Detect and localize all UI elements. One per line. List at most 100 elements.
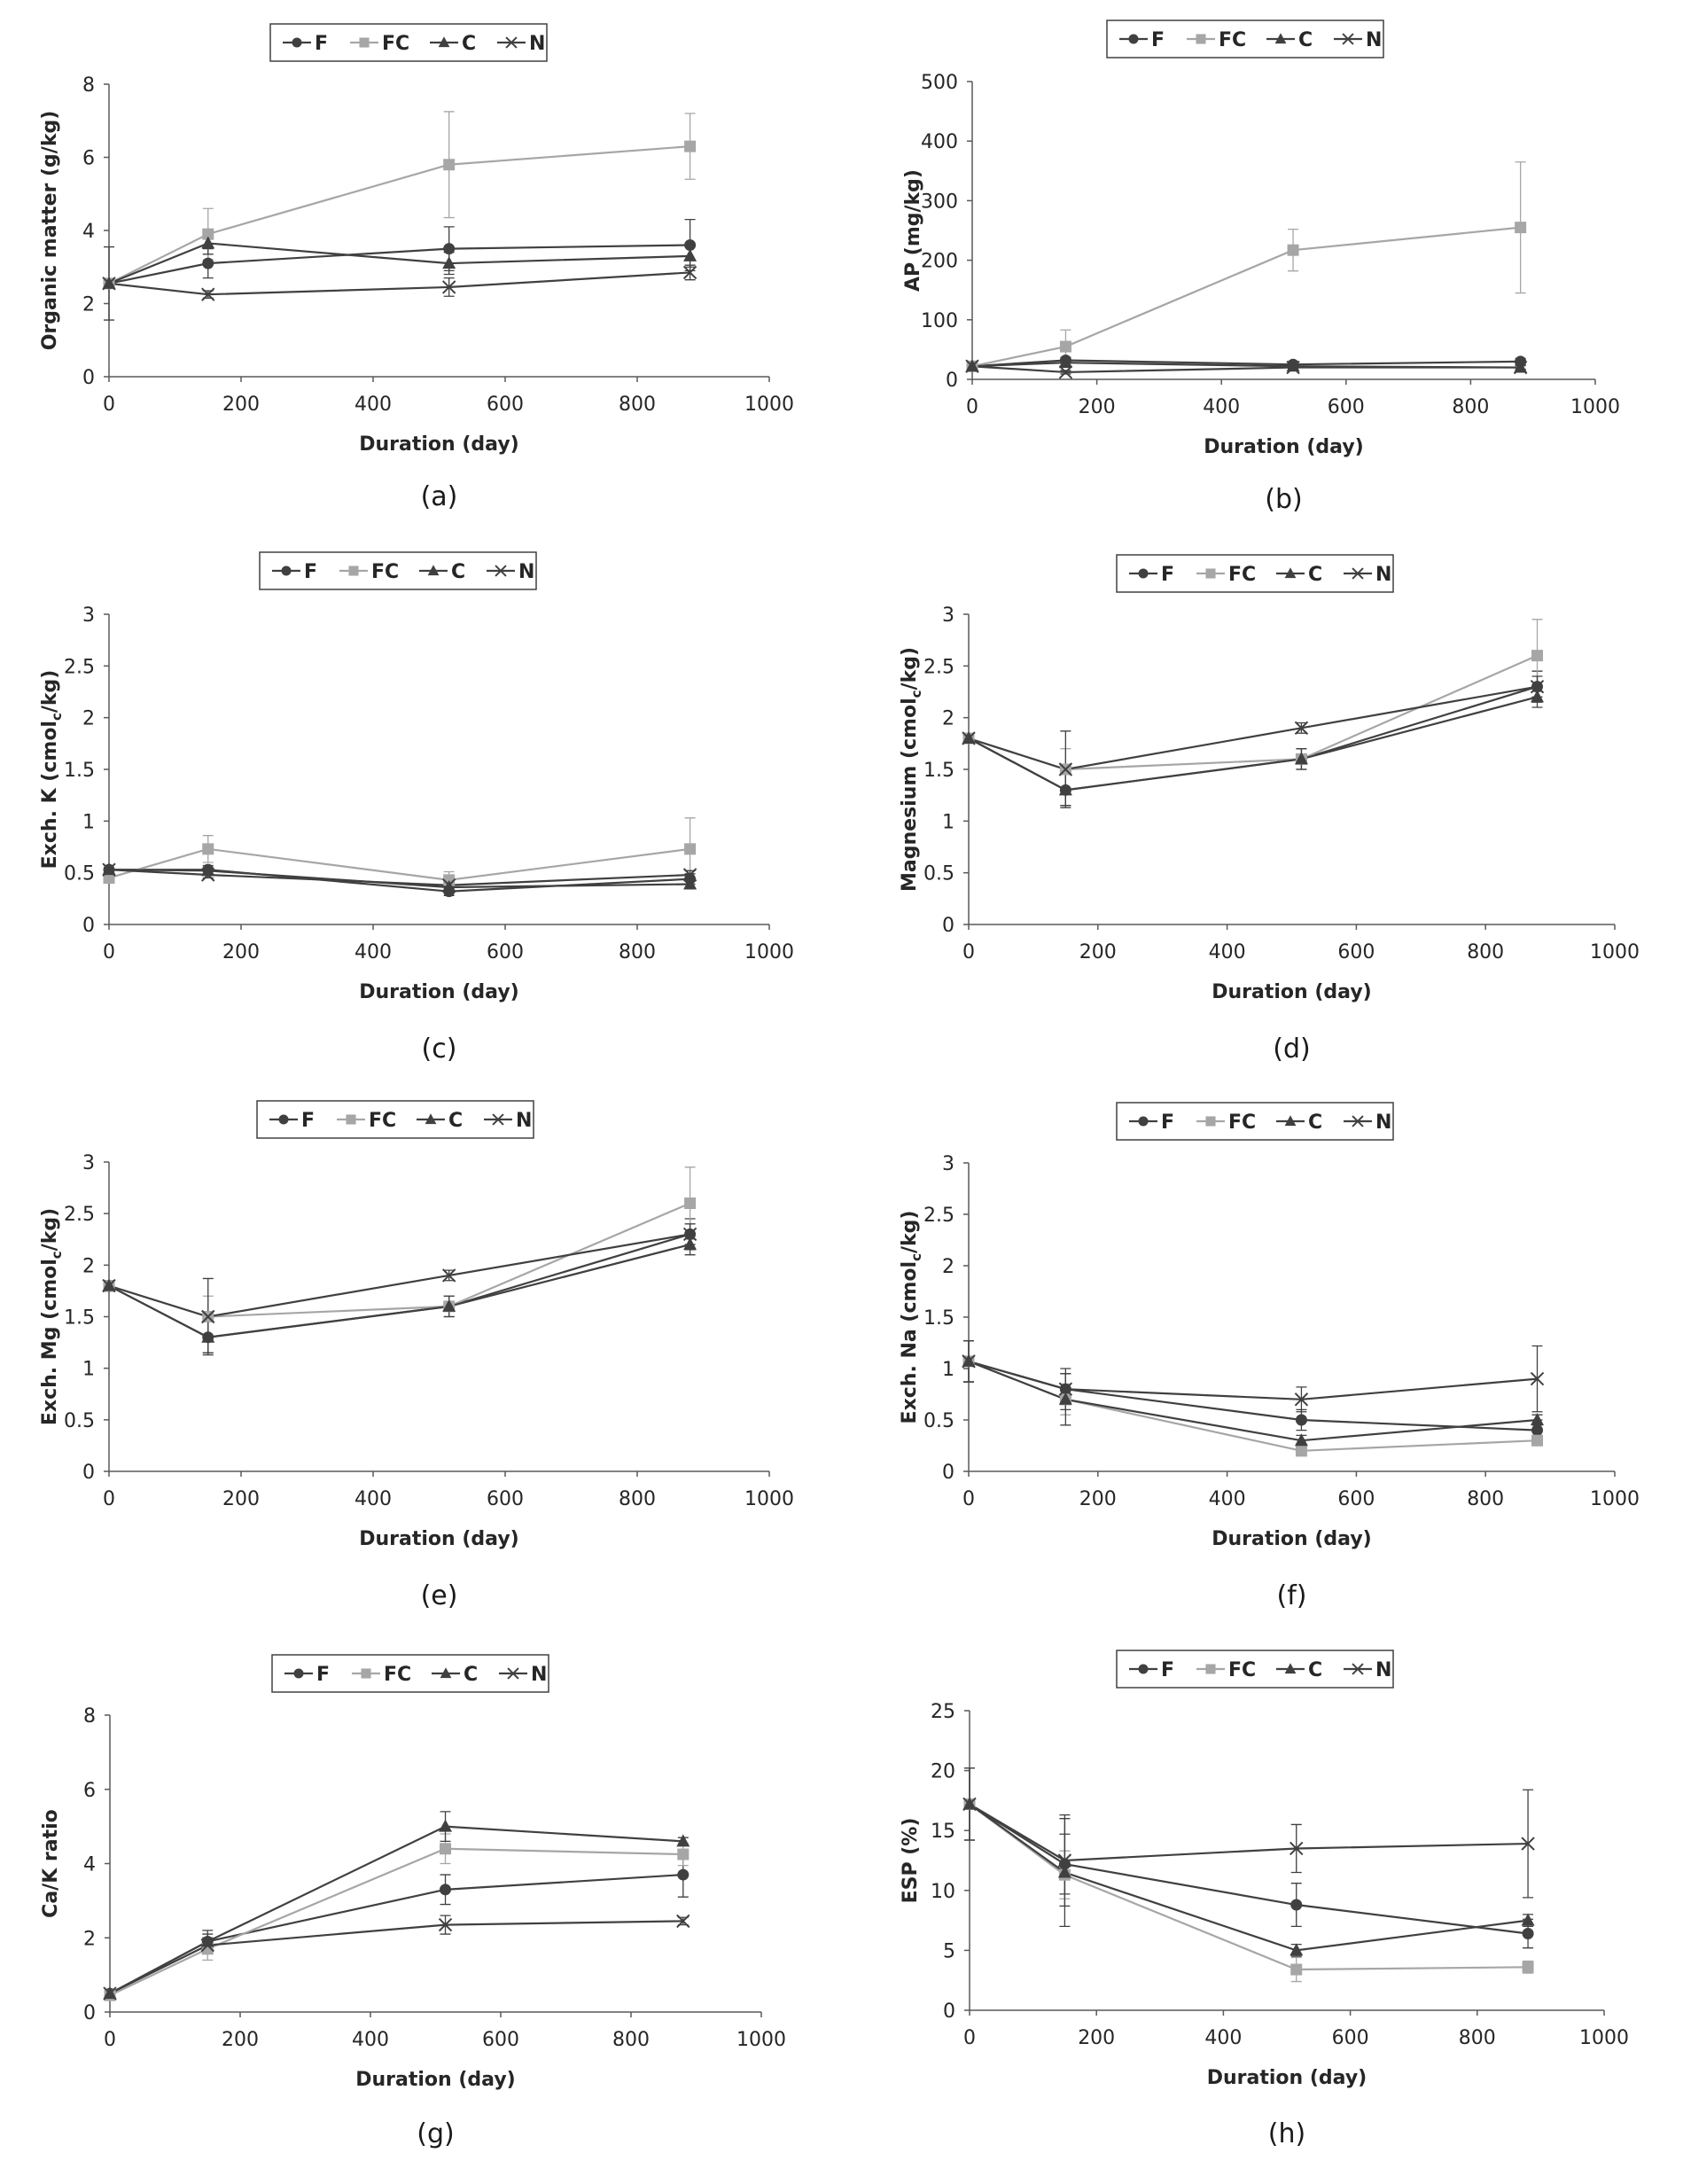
data-point-fc [440, 1843, 452, 1855]
y-tick-label: 3 [942, 1153, 954, 1175]
legend-marker-c [425, 1113, 437, 1125]
legend-marker-n [1352, 567, 1364, 580]
data-point-n [201, 868, 215, 882]
data-point-fc [202, 843, 214, 855]
data-point-n [1286, 360, 1300, 375]
legend-label: F [1151, 29, 1165, 51]
data-point-c [1531, 690, 1545, 703]
x-tick-label: 400 [352, 2029, 389, 2051]
data-point-fc [103, 872, 115, 884]
series-line-c [968, 1360, 1538, 1442]
x-tick-label: 400 [355, 1488, 392, 1510]
legend-marker-n [1342, 33, 1354, 45]
legend-marker-fc [361, 1668, 371, 1679]
data-point-c [683, 877, 697, 890]
data-point-n [103, 1986, 117, 2001]
y-tick-label: 1.5 [64, 1307, 95, 1330]
x-tick-label: 1000 [1590, 941, 1640, 963]
y-tick-label: 6 [83, 1780, 96, 1802]
y-tick-label: 1.5 [923, 1307, 954, 1330]
data-point-n [102, 277, 116, 291]
data-point-c [442, 256, 456, 269]
x-tick-label: 0 [963, 2027, 976, 2049]
legend: F FC C N [1116, 1102, 1394, 1141]
y-tick-label: 0 [943, 2001, 955, 2023]
legend-label: N [1375, 1659, 1391, 1681]
legend-marker-f [1138, 1664, 1149, 1674]
x-tick-label: 600 [487, 1488, 524, 1510]
data-point-c [1286, 359, 1300, 372]
y-tick-label: 1.5 [923, 760, 954, 782]
series-line-n [109, 1920, 683, 1995]
legend-label: C [1308, 1659, 1322, 1681]
legend-label: FC [1228, 1112, 1256, 1134]
y-tick-label: 0 [83, 2002, 96, 2024]
data-point-n [1513, 360, 1528, 375]
y-tick-label: 10 [931, 1881, 955, 1903]
data-point-f [443, 243, 456, 255]
legend-label: FC [1228, 1659, 1256, 1681]
data-point-n [1294, 721, 1309, 736]
x-axis-title: Duration (day) [1212, 1528, 1371, 1550]
x-axis-title: Duration (day) [359, 981, 518, 1003]
panel-label: (g) [417, 2118, 454, 2149]
y-tick-label: 0 [82, 1462, 95, 1484]
legend-marker-c [427, 565, 440, 576]
y-tick-label: 8 [83, 1705, 96, 1728]
data-point-n [676, 1914, 690, 1929]
series-line-n [968, 1360, 1538, 1400]
x-tick-label: 200 [222, 1488, 260, 1510]
x-axis-title: Duration (day) [1212, 981, 1371, 1003]
chart-panel-b: 0 100 200 300 400 500 0 200 400 600 800 1000 Duratio… [902, 20, 1620, 515]
x-tick-label: 600 [487, 941, 524, 963]
data-point-c [442, 1299, 456, 1312]
y-axis-title: ESP (%) [900, 1818, 922, 1904]
legend-marker-f [278, 1114, 289, 1125]
legend-label: N [1375, 564, 1391, 586]
data-point-n [1058, 365, 1073, 379]
legend-marker-f [293, 1668, 304, 1679]
series-line-f [971, 359, 1521, 368]
series-line-n [968, 685, 1538, 771]
legend-marker-fc [1205, 1664, 1216, 1674]
legend-marker-fc [1196, 34, 1206, 44]
data-point-n [1294, 1392, 1309, 1407]
data-point-n [1058, 762, 1073, 776]
legend-label: N [1375, 1112, 1391, 1134]
legend-marker-fc [359, 37, 370, 48]
legend-label: FC [382, 33, 409, 55]
chart-panel-f: 0 0.5 1 1.5 2 2.5 3 0 200 400 600 800 1000 Duration (… [899, 1102, 1640, 1611]
legend: F FC C N [1116, 554, 1394, 593]
data-point-fc [202, 228, 214, 240]
data-point-c [676, 1834, 690, 1847]
x-tick-label: 400 [1204, 2027, 1242, 2049]
legend: F FC C N [1116, 1650, 1394, 1689]
x-tick-label: 0 [103, 1488, 115, 1510]
data-point-fc [1287, 244, 1299, 256]
x-tick-label: 600 [482, 2029, 519, 2051]
chart-panel-e: 0 0.5 1 1.5 2 2.5 3 0 200 400 600 800 1000 Duration (… [39, 1100, 794, 1611]
y-tick-label: 2.5 [64, 656, 95, 678]
legend-label: FC [1219, 29, 1246, 51]
x-tick-label: 1000 [1579, 2027, 1629, 2049]
series-line-n [108, 869, 690, 886]
series-line-n [969, 1803, 1529, 1862]
data-point-n [682, 868, 697, 882]
x-axis-title: Duration (day) [359, 433, 518, 456]
x-tick-label: 600 [1337, 1488, 1375, 1510]
x-axis-title: Duration (day) [359, 1528, 518, 1550]
data-point-c [1531, 1413, 1545, 1425]
series-line-n [108, 271, 690, 296]
y-tick-label: 0.5 [923, 863, 954, 885]
y-tick-label: 2 [942, 1256, 954, 1278]
x-tick-label: 0 [103, 394, 115, 416]
legend-label: F [1161, 1112, 1174, 1134]
x-axis-title: Duration (day) [355, 2069, 515, 2091]
data-point-c [1294, 752, 1308, 765]
x-tick-label: 1000 [744, 1488, 794, 1510]
data-point-f [1290, 1899, 1303, 1911]
y-tick-label: 0 [942, 1462, 954, 1484]
legend-label: C [1308, 564, 1322, 586]
y-tick-label: 1 [942, 1359, 954, 1381]
